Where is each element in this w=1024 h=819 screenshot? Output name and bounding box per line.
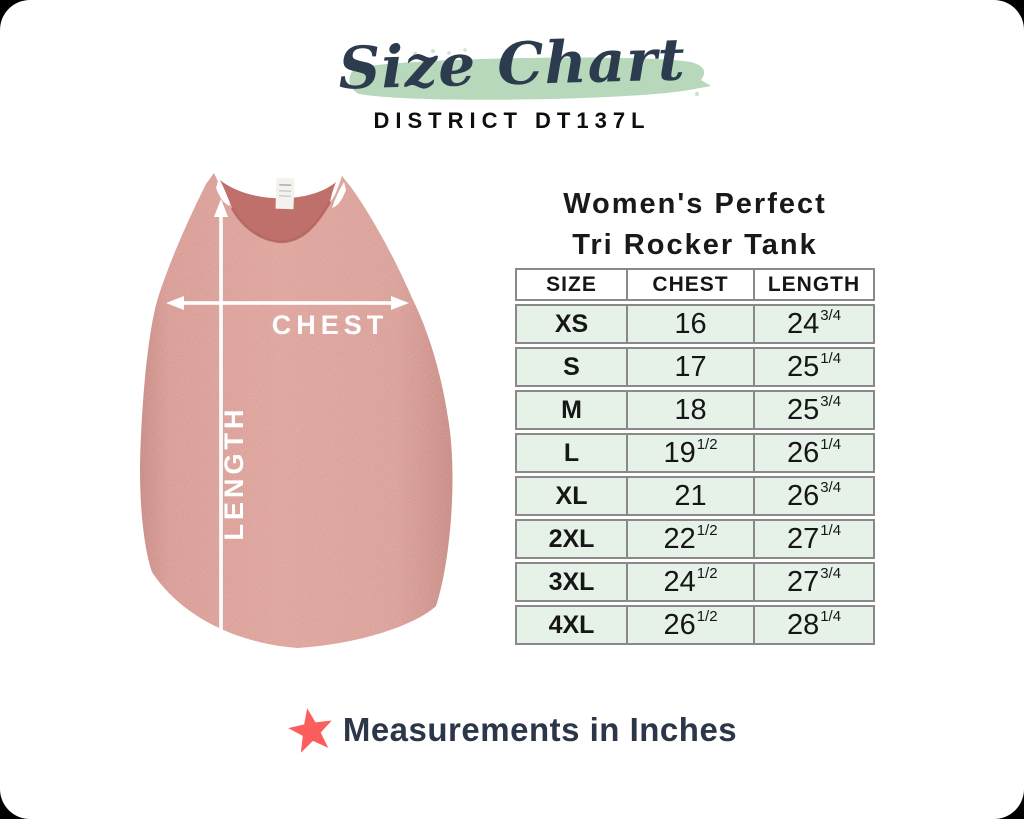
column-header-chest: CHEST: [628, 268, 755, 301]
size-table-body: XS 16 24 3/4 S 17 25 1/4 M 18 25 3/4 L 19 1/2 26 1/4 XL 21…: [515, 304, 875, 645]
size-cell: M: [515, 390, 628, 430]
size-cell: L: [515, 433, 628, 473]
chest-label: CHEST: [272, 310, 389, 340]
length-cell: 25 3/4: [755, 390, 875, 430]
length-cell: 26 3/4: [755, 476, 875, 516]
chest-cell: 16: [628, 304, 755, 344]
size-cell: 2XL: [515, 519, 628, 559]
measurement-note: Measurements in Inches: [0, 706, 1024, 754]
tank-top-shape: [140, 173, 453, 648]
length-cell: 27 1/4: [755, 519, 875, 559]
tank-top-diagram: CHEST LENGTH: [140, 173, 453, 659]
chest-cell: 17: [628, 347, 755, 387]
chest-cell: 26 1/2: [628, 605, 755, 645]
chest-arrow-icon: [166, 296, 409, 310]
size-table: SIZE CHEST LENGTH XS 16 24 3/4 S 17 25 1/4 M 18 25 3/…: [515, 268, 875, 648]
page-subtitle: DISTRICT DT137L: [373, 108, 651, 133]
table-row: 3XL 24 1/2 27 3/4: [515, 562, 875, 602]
table-row: L 19 1/2 26 1/4: [515, 433, 875, 473]
chest-cell: 19 1/2: [628, 433, 755, 473]
size-cell: 3XL: [515, 562, 628, 602]
product-name-line2: Tri Rocker Tank: [572, 229, 818, 262]
column-header-length: LENGTH: [755, 268, 875, 301]
care-label: [275, 177, 295, 210]
size-table-header-row: SIZE CHEST LENGTH: [515, 268, 875, 301]
page-title: Size Chart: [337, 25, 687, 103]
chest-cell: 21: [628, 476, 755, 516]
product-name-line1: Women's Perfect: [563, 188, 827, 220]
length-cell: 28 1/4: [755, 605, 875, 645]
table-row: S 17 25 1/4: [515, 347, 875, 387]
length-cell: 27 3/4: [755, 562, 875, 602]
size-cell: S: [515, 347, 628, 387]
length-cell: 25 1/4: [755, 347, 875, 387]
length-arrow-icon: [214, 199, 228, 659]
measurement-note-text: Measurements in Inches: [342, 711, 738, 748]
size-cell: 4XL: [515, 605, 628, 645]
table-row: XL 21 26 3/4: [515, 476, 875, 516]
brush-stroke-icon: [345, 46, 713, 108]
star-icon: [288, 708, 332, 753]
length-cell: 26 1/4: [755, 433, 875, 473]
product-name: Women's Perfect Tri Rocker Tank: [515, 184, 875, 266]
chest-cell: 24 1/2: [628, 562, 755, 602]
chest-cell: 18: [628, 390, 755, 430]
neck-opening: [220, 180, 336, 242]
size-cell: XL: [515, 476, 628, 516]
table-row: 2XL 22 1/2 27 1/4: [515, 519, 875, 559]
table-row: M 18 25 3/4: [515, 390, 875, 430]
chest-cell: 22 1/2: [628, 519, 755, 559]
column-header-size: SIZE: [515, 268, 628, 301]
length-cell: 24 3/4: [755, 304, 875, 344]
size-cell: XS: [515, 304, 628, 344]
length-label: LENGTH: [219, 406, 249, 541]
table-row: XS 16 24 3/4: [515, 304, 875, 344]
table-row: 4XL 26 1/2 28 1/4: [515, 605, 875, 645]
